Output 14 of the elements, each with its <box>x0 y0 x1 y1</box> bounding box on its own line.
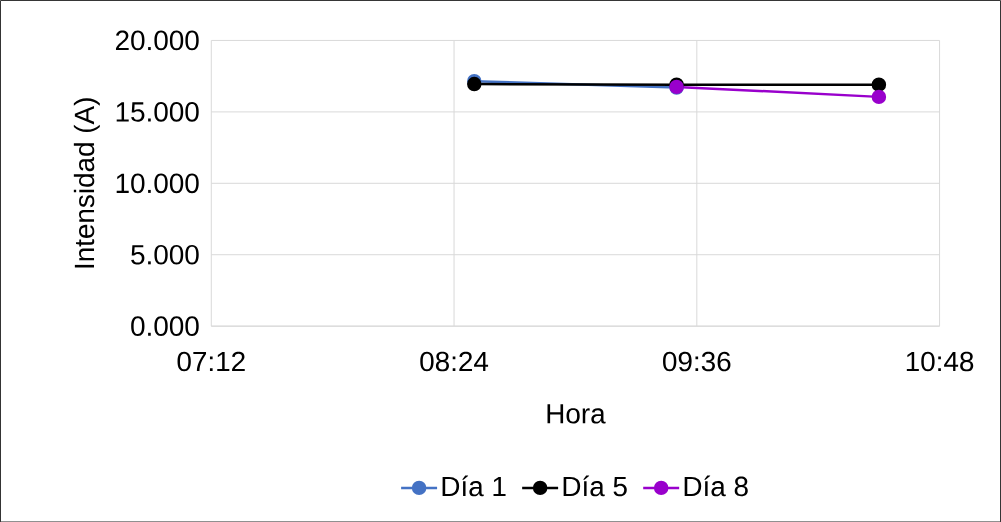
legend-label: Día 5 <box>563 475 627 497</box>
y-tick-label: 20.000 <box>115 30 199 51</box>
x-tick-label: 07:12 <box>177 351 245 372</box>
y-tick-label: 10.000 <box>116 173 199 193</box>
y-tick-label: 15.000 <box>116 101 199 122</box>
x-axis-title: Hora <box>547 403 606 424</box>
legend-label: Día 1 <box>442 475 506 497</box>
x-tick-label: 08:24 <box>420 351 489 372</box>
y-tick-label: 5.000 <box>131 244 199 265</box>
y-axis-title: Intensidad (A) <box>73 98 100 268</box>
legend-label: Día 8 <box>684 475 748 497</box>
y-tick-label: 0.000 <box>131 316 199 336</box>
x-tick-label: 09:36 <box>663 351 731 372</box>
x-tick-label: 10:48 <box>906 351 974 372</box>
